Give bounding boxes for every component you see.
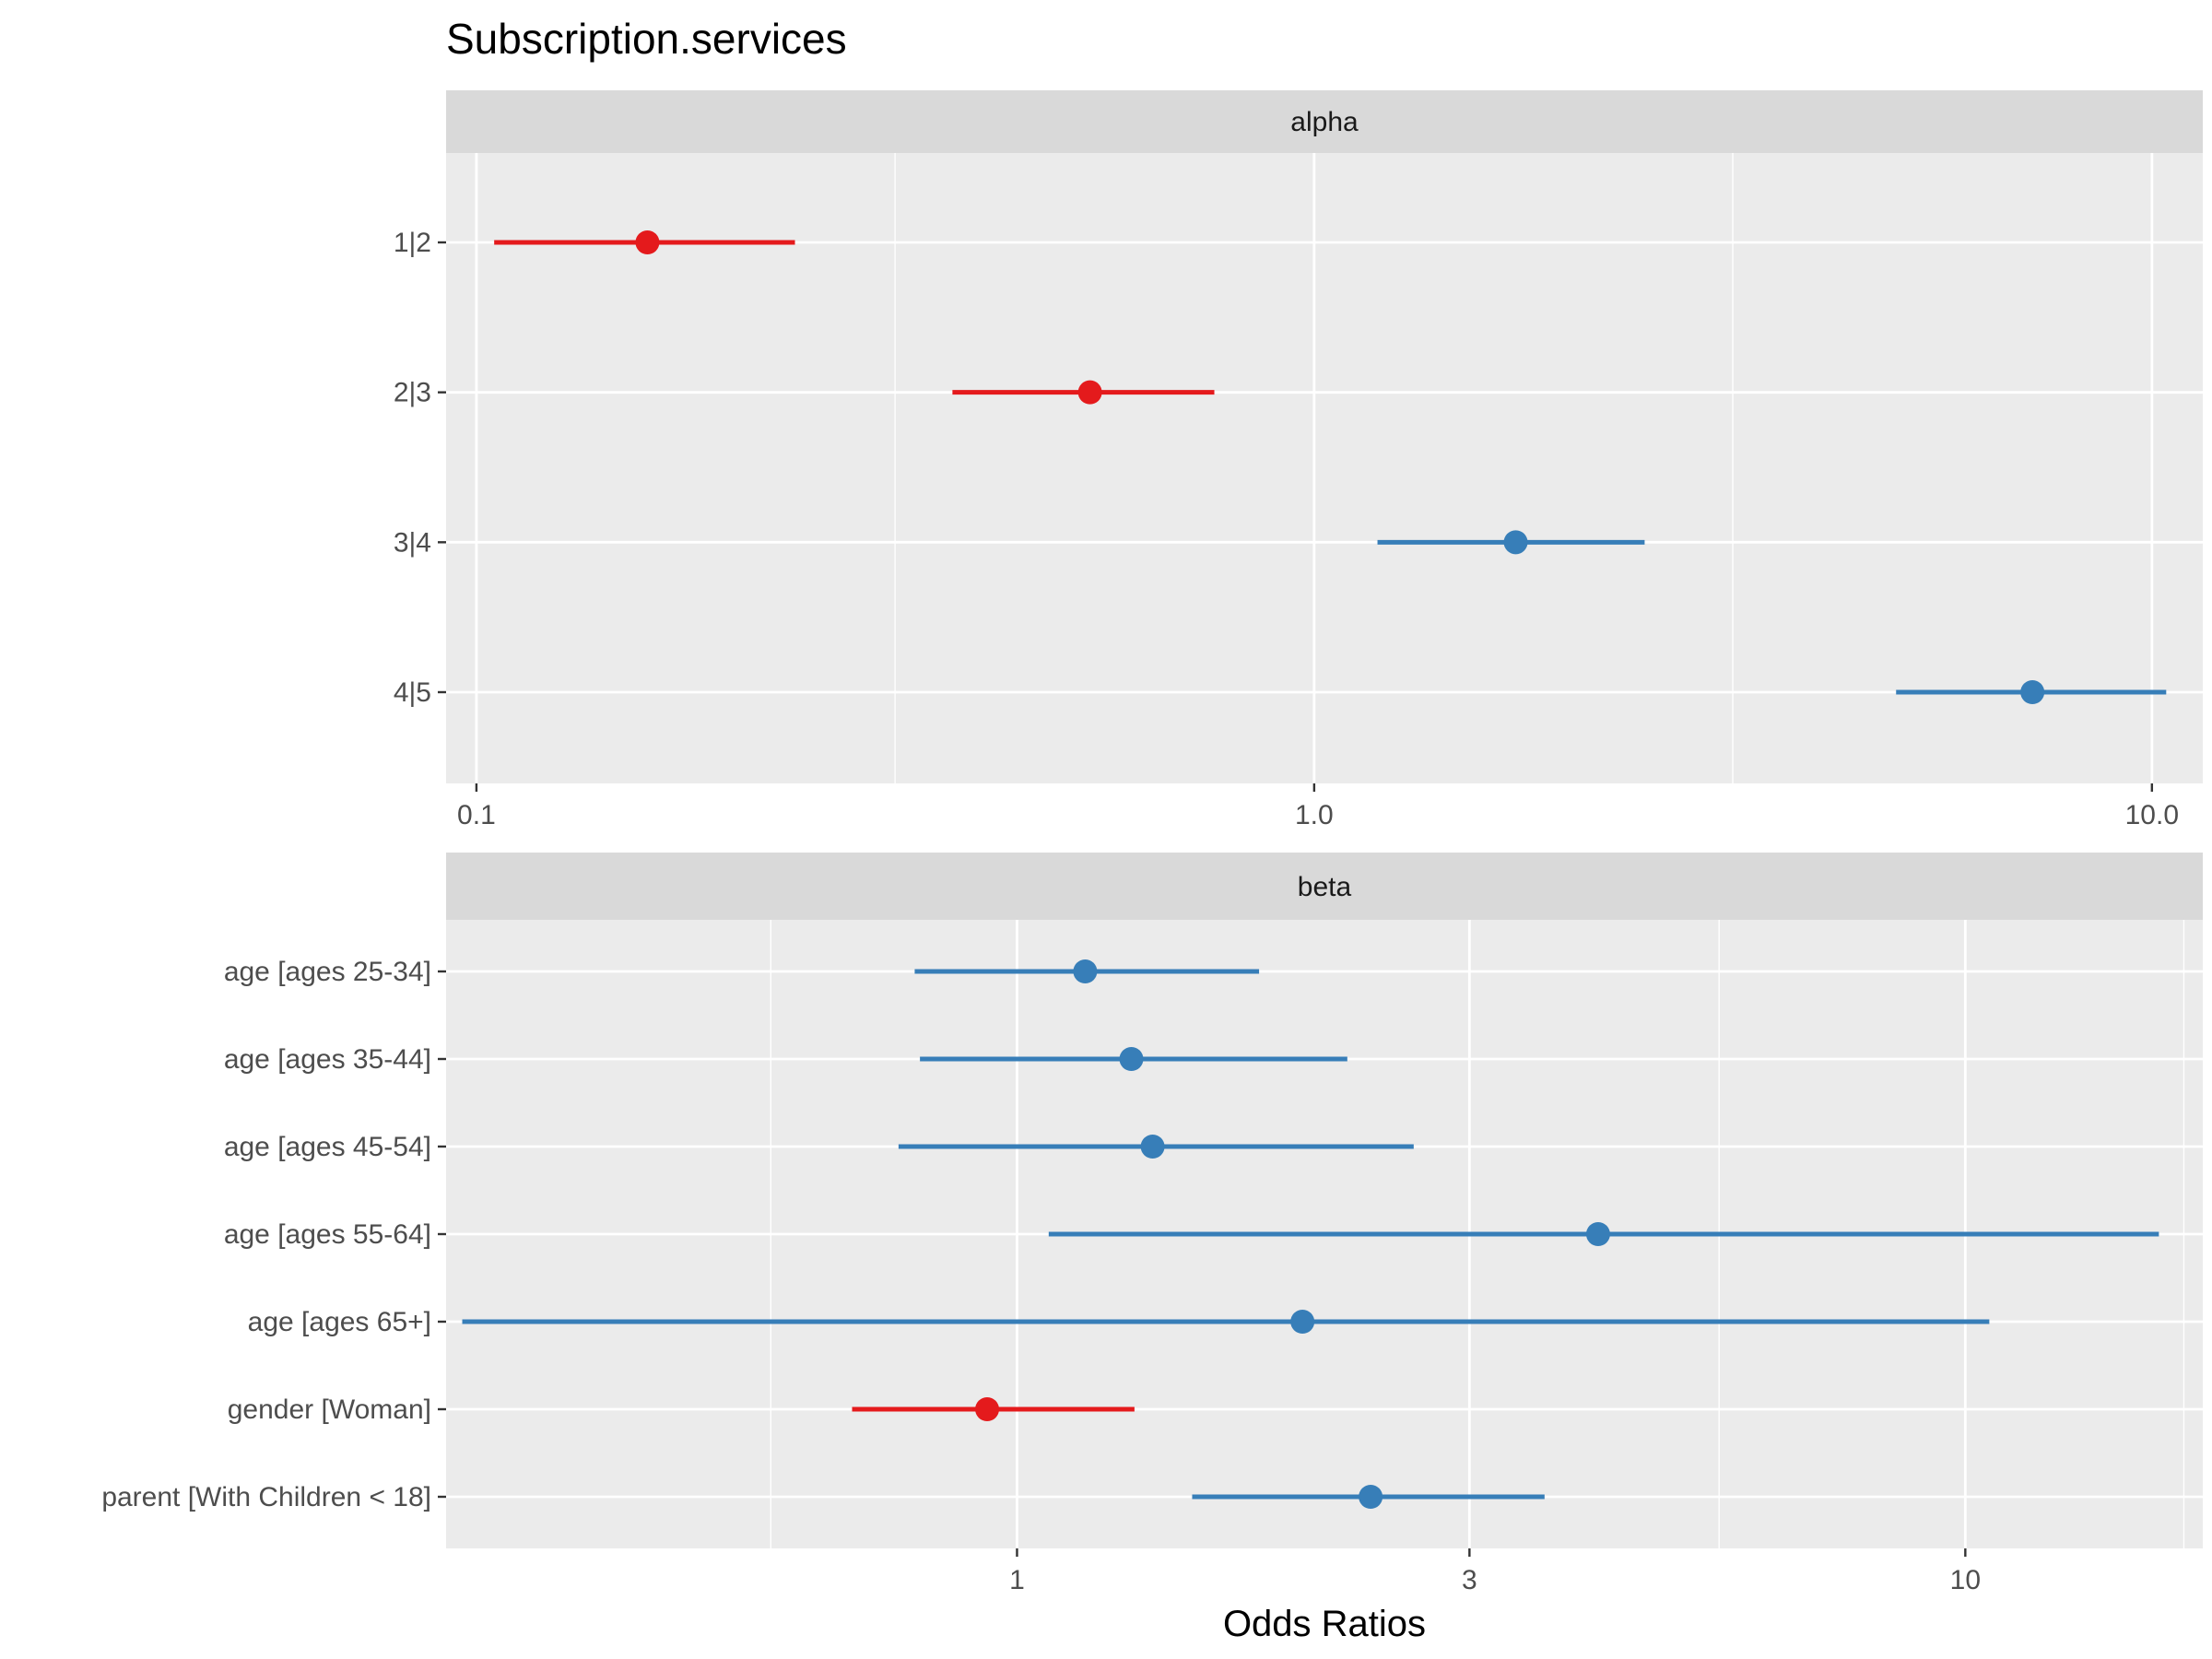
x-tick-label: 3 (1462, 1565, 1477, 1595)
x-tick-label: 10.0 (2125, 800, 2179, 830)
y-tick-label: 1|2 (394, 228, 431, 258)
alpha-x-axis: 0.1 1.0 10.0 (457, 783, 2179, 830)
x-tick-label: 1 (1009, 1565, 1025, 1595)
y-tick-label: gender [Woman] (228, 1394, 431, 1425)
x-tick-label: 10 (1950, 1565, 1981, 1595)
point-estimate (1585, 1222, 1610, 1246)
panel-alpha: alpha 1|2 2|3 3|4 4|5 0.1 1.0 10.0 (394, 90, 2203, 830)
y-tick-label: age [ages 35-44] (224, 1044, 431, 1075)
y-tick-label: age [ages 45-54] (224, 1132, 431, 1162)
beta-x-axis: 1 3 10 (1009, 1548, 1981, 1595)
point-estimate (1077, 380, 1102, 405)
strip-beta-label: beta (1298, 872, 1352, 902)
x-axis-title: Odds Ratios (1223, 1604, 1426, 1644)
point-estimate (1503, 530, 1528, 555)
chart-title: Subscription.services (446, 15, 847, 63)
point-estimate (1359, 1485, 1383, 1509)
point-estimate (1140, 1135, 1165, 1159)
y-tick-label: 4|5 (394, 677, 431, 708)
panel-alpha-background (446, 153, 2203, 783)
beta-y-axis: age [ages 25-34] age [ages 35-44] age [age… (101, 957, 446, 1512)
strip-alpha-label: alpha (1290, 107, 1359, 137)
point-estimate (1119, 1047, 1144, 1071)
strip-alpha-background (446, 90, 2203, 153)
alpha-marks (494, 230, 2167, 704)
y-tick-label: 3|4 (394, 527, 431, 558)
alpha-y-axis: 1|2 2|3 3|4 4|5 (394, 228, 446, 708)
point-estimate (2020, 680, 2045, 704)
point-estimate (635, 230, 660, 254)
x-tick-label: 1.0 (1295, 800, 1334, 830)
x-tick-label: 0.1 (457, 800, 496, 830)
y-tick-label: parent [With Children < 18] (101, 1482, 431, 1512)
y-tick-label: 2|3 (394, 378, 431, 408)
beta-marks (462, 959, 2159, 1509)
y-tick-label: age [ages 25-34] (224, 957, 431, 987)
point-estimate (1073, 959, 1098, 983)
point-estimate (975, 1397, 1000, 1421)
y-tick-label: age [ages 55-64] (224, 1219, 431, 1250)
strip-beta-background (446, 853, 2203, 920)
point-estimate (1290, 1310, 1315, 1334)
y-tick-label: age [ages 65+] (248, 1307, 431, 1337)
panel-beta: beta age [ages 25-34]age [ages 35-44]age… (101, 853, 2203, 1595)
